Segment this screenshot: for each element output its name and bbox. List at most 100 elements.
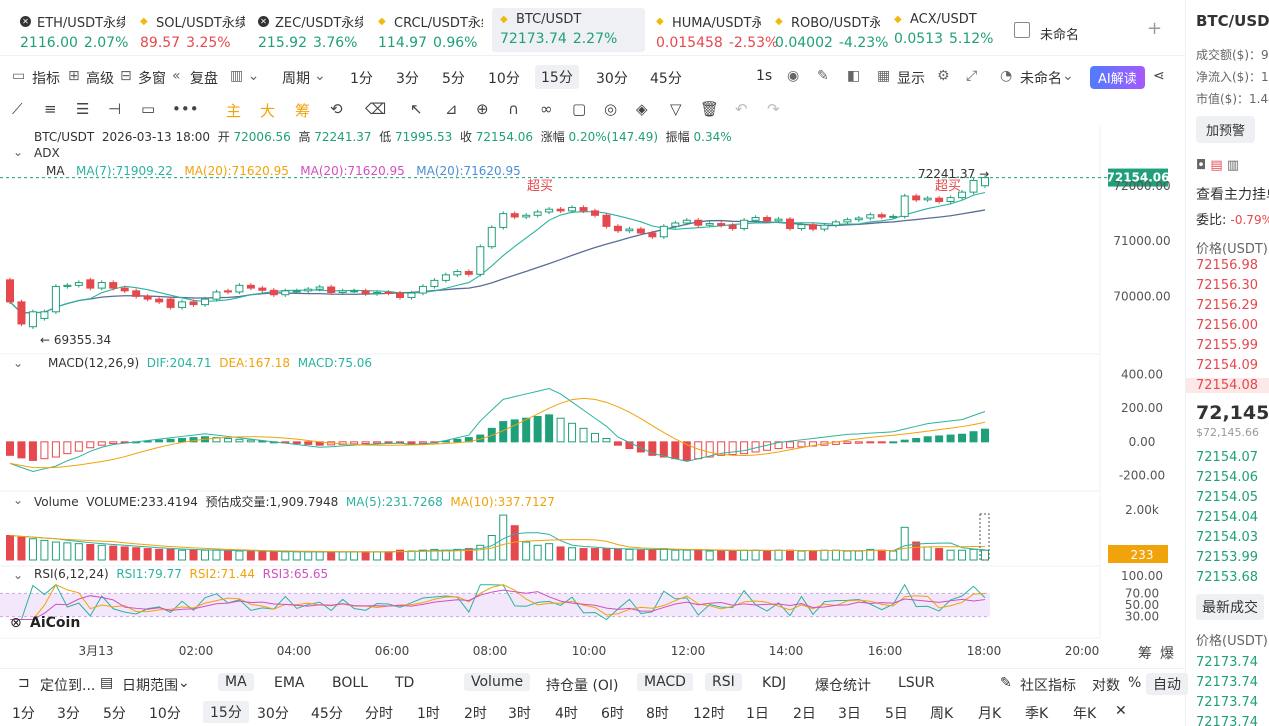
indicator-lsur[interactable]: LSUR bbox=[898, 675, 935, 691]
indicator-ma[interactable]: MA bbox=[218, 673, 254, 691]
bottom-interval-2[interactable]: 5分 bbox=[103, 706, 126, 722]
layout-button[interactable]: 未命名 bbox=[1020, 71, 1062, 87]
fullscreen-icon[interactable]: ⤢ bbox=[966, 68, 978, 84]
lock-icon[interactable]: ▢ bbox=[572, 100, 587, 118]
advanced-icon[interactable]: ⊞ bbox=[68, 68, 80, 84]
interval-1m[interactable]: 1分 bbox=[350, 71, 373, 87]
note-icon[interactable]: ◧ bbox=[847, 68, 861, 84]
advanced-button[interactable]: 高级 bbox=[86, 71, 114, 87]
bid-row[interactable]: 72154.04 bbox=[1196, 510, 1259, 525]
bid-row[interactable]: 72154.03 bbox=[1196, 530, 1259, 545]
ticker-2[interactable]: ✕ ZEC/USDT永续 215.92 3.76% bbox=[250, 8, 363, 52]
bottom-interval-18[interactable]: 5日 bbox=[885, 706, 908, 722]
percent-button[interactable]: % bbox=[1128, 675, 1142, 691]
bid-row[interactable]: 72153.68 bbox=[1196, 570, 1259, 585]
indicator-volume[interactable]: Volume bbox=[464, 673, 531, 691]
bottom-interval-14[interactable]: 12时 bbox=[693, 706, 725, 722]
bottom-interval-1[interactable]: 3分 bbox=[57, 706, 80, 722]
more-tools-icon[interactable]: ••• bbox=[172, 100, 199, 118]
bottom-interval-4[interactable]: 15分 bbox=[203, 701, 249, 723]
bottom-interval-22[interactable]: 年K bbox=[1073, 706, 1097, 722]
trade-row[interactable]: 72173.74 bbox=[1196, 675, 1259, 690]
bottom-interval-17[interactable]: 3日 bbox=[838, 706, 861, 722]
date-range-button[interactable]: 日期范围 bbox=[122, 678, 178, 694]
ai-interpret-button[interactable]: AI解读 bbox=[1090, 66, 1145, 89]
chevron-down-icon[interactable]: ⌄ bbox=[1062, 68, 1074, 84]
indicator-macd[interactable]: MACD bbox=[637, 673, 693, 691]
bottom-interval-9[interactable]: 2时 bbox=[464, 706, 487, 722]
settings-icon[interactable]: ⚙ bbox=[937, 68, 950, 84]
bottom-interval-19[interactable]: 周K bbox=[930, 706, 954, 722]
link-icon[interactable]: ∞ bbox=[540, 100, 553, 118]
indicator-boll[interactable]: BOLL bbox=[332, 675, 368, 691]
add-tab-icon[interactable]: + bbox=[1147, 18, 1163, 39]
pen-icon[interactable]: ✎ bbox=[817, 68, 829, 84]
log-scale-button[interactable]: 对数 bbox=[1092, 678, 1120, 694]
orderbook-view-icons[interactable]: ◘ ▤ ▥ bbox=[1196, 158, 1240, 173]
indicator-kdj[interactable]: KDJ bbox=[762, 675, 787, 691]
replay-icon[interactable]: « bbox=[172, 68, 181, 84]
main-orders-link[interactable]: 查看主力挂单 bbox=[1196, 187, 1269, 203]
layers-icon[interactable]: ◈ bbox=[636, 100, 648, 118]
bottom-interval-10[interactable]: 3时 bbox=[508, 706, 531, 722]
trade-row[interactable]: 72173.74 bbox=[1196, 715, 1259, 726]
bottom-interval-5[interactable]: 30分 bbox=[257, 706, 289, 722]
indicator-td[interactable]: TD bbox=[395, 675, 415, 691]
close-icon[interactable]: ✕ bbox=[1115, 703, 1127, 719]
trade-row[interactable]: 72173.74 bbox=[1196, 695, 1259, 710]
replay-button[interactable]: 复盘 bbox=[190, 71, 218, 87]
interval-3m[interactable]: 3分 bbox=[396, 71, 419, 87]
ticker-7[interactable]: ◆ ACX/USDT 0.0513 5.12% bbox=[886, 8, 998, 52]
multiwindow-icon[interactable]: ⊟ bbox=[120, 68, 132, 84]
latest-trades-tab[interactable]: 最新成交 bbox=[1196, 594, 1264, 620]
bottom-interval-21[interactable]: 季K bbox=[1025, 706, 1049, 722]
eraser-tool-icon[interactable]: ⌫ bbox=[365, 100, 387, 118]
display-button[interactable]: 显示 bbox=[897, 71, 925, 87]
bottom-interval-20[interactable]: 月K bbox=[978, 706, 1002, 722]
ask-row[interactable]: 72156.00 bbox=[1196, 318, 1259, 333]
big-order-button[interactable]: 大 bbox=[260, 102, 276, 120]
community-indicator-button[interactable]: 社区指标 bbox=[1020, 678, 1076, 694]
bottom-interval-12[interactable]: 6时 bbox=[601, 706, 624, 722]
locate-icon[interactable]: ⊐ bbox=[18, 675, 30, 691]
line-tool-icon[interactable]: ⟋ bbox=[12, 100, 23, 118]
ticker-4[interactable]: ◆ BTC/USDT 72173.74 2.27% bbox=[492, 8, 645, 52]
sync-icon[interactable]: ⟲ bbox=[330, 100, 343, 118]
trade-row[interactable]: 72173.74 bbox=[1196, 655, 1259, 670]
ask-row[interactable]: 72156.98 bbox=[1196, 258, 1259, 273]
undo-icon[interactable]: ↶ bbox=[735, 100, 748, 118]
locate-button[interactable]: 定位到... bbox=[40, 678, 96, 694]
bid-row[interactable]: 72153.99 bbox=[1196, 550, 1259, 565]
indicator-ema[interactable]: EMA bbox=[274, 675, 305, 691]
magnet-icon[interactable]: ∩ bbox=[508, 100, 519, 118]
parallel-tool-icon[interactable]: ≡ bbox=[44, 100, 57, 118]
chevron-down-icon[interactable]: ⌄ bbox=[178, 675, 190, 691]
trash-icon[interactable]: 🗑 bbox=[700, 100, 720, 118]
ask-row[interactable]: 72155.99 bbox=[1196, 338, 1259, 353]
redo-icon[interactable]: ↷ bbox=[767, 100, 780, 118]
ask-row[interactable]: 72154.09 bbox=[1196, 358, 1259, 373]
unnamed-checkbox[interactable] bbox=[1014, 22, 1030, 38]
main-force-button[interactable]: 主 bbox=[226, 102, 242, 120]
bottom-interval-6[interactable]: 45分 bbox=[311, 706, 343, 722]
bottom-interval-0[interactable]: 1分 bbox=[12, 706, 35, 722]
interval-45m[interactable]: 45分 bbox=[650, 71, 682, 87]
rect-tool-icon[interactable]: ▭ bbox=[141, 100, 156, 118]
seconds-button[interactable]: 1s bbox=[756, 68, 773, 84]
indicator-button[interactable]: 指标 bbox=[32, 71, 60, 87]
period-button[interactable]: 周期 bbox=[282, 71, 310, 87]
chips-button[interactable]: 筹 bbox=[295, 102, 311, 120]
cursor-icon[interactable]: ↖ bbox=[410, 100, 423, 118]
ticker-5[interactable]: ◆ HUMA/USDT永续 0.015458 -2.53% bbox=[648, 8, 778, 52]
indicator-icon[interactable]: ▭ bbox=[12, 68, 26, 84]
bottom-interval-11[interactable]: 4时 bbox=[555, 706, 578, 722]
bottom-interval-3[interactable]: 10分 bbox=[149, 706, 181, 722]
bottom-interval-13[interactable]: 8时 bbox=[646, 706, 669, 722]
bottom-interval-7[interactable]: 分时 bbox=[365, 706, 393, 722]
filter-icon[interactable]: ▽ bbox=[670, 100, 682, 118]
share-icon[interactable]: ⋖ bbox=[1153, 68, 1165, 84]
bid-row[interactable]: 72154.05 bbox=[1196, 490, 1259, 505]
chevron-down-icon[interactable]: ⌄ bbox=[314, 68, 326, 84]
bottom-interval-8[interactable]: 1时 bbox=[417, 706, 440, 722]
